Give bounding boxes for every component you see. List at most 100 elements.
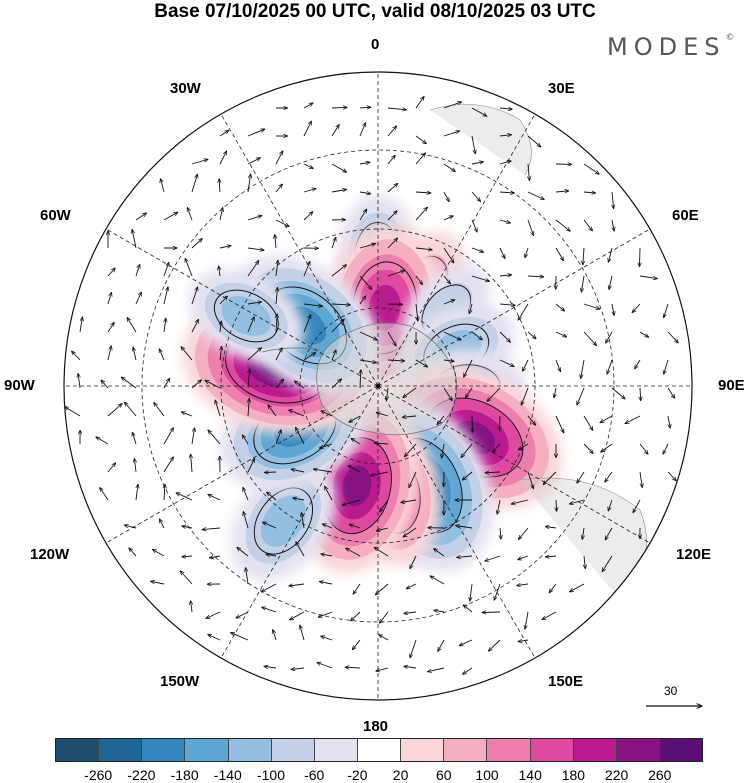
wind-arrow	[387, 331, 396, 346]
wind-arrow	[499, 161, 511, 165]
wind-arrow	[236, 611, 249, 618]
wind-arrow	[263, 522, 277, 529]
wind-arrow	[499, 304, 515, 305]
lon-label-150e: 150E	[548, 673, 584, 690]
wind-arrow	[220, 346, 222, 361]
wind-arrow	[583, 303, 600, 309]
wind-arrow	[527, 276, 544, 277]
wind-arrow	[163, 287, 168, 305]
colorbar-tick-label: -60	[304, 767, 325, 783]
wind-arrow	[163, 212, 178, 221]
wind-arrow	[464, 605, 473, 613]
wind-arrow	[492, 443, 501, 452]
wind-arrow	[268, 405, 277, 417]
wind-arrow	[276, 260, 278, 277]
wind-arrow	[359, 296, 366, 305]
wind-arrow	[527, 191, 544, 200]
wind-arrow	[521, 387, 529, 405]
wind-arrow	[471, 162, 483, 164]
wind-arrow	[517, 584, 529, 586]
wind-arrow	[303, 315, 311, 333]
lon-label-60e: 60E	[672, 207, 699, 224]
wind-arrow	[72, 351, 81, 361]
wind-arrow	[164, 484, 165, 501]
wind-arrow	[518, 640, 529, 642]
wind-arrow	[664, 359, 669, 374]
wind-arrow	[499, 108, 512, 109]
wind-arrow	[293, 498, 305, 500]
wind-arrow	[359, 123, 366, 137]
wind-arrow	[191, 454, 192, 473]
wind-arrow	[462, 471, 473, 480]
wind-arrow	[380, 499, 389, 512]
wind-arrow	[500, 527, 501, 539]
wind-arrow	[443, 360, 454, 361]
wind-arrow	[301, 513, 305, 529]
wind-arrow	[415, 275, 423, 285]
wind-arrow	[163, 428, 173, 445]
wind-arrow	[185, 258, 193, 277]
wind-arrow	[202, 528, 221, 530]
wind-arrow	[545, 527, 557, 529]
wind-arrow	[471, 191, 481, 201]
wind-arrow	[554, 387, 556, 398]
wind-arrow	[359, 107, 371, 108]
wind-arrow	[499, 247, 505, 259]
anomaly-contour	[342, 465, 372, 506]
wind-arrow	[275, 348, 282, 361]
wind-arrow	[555, 303, 565, 311]
wind-arrow	[313, 469, 333, 473]
wind-arrow	[101, 380, 109, 389]
wind-arrow	[403, 527, 417, 537]
wind-arrow	[275, 184, 282, 193]
wind-arrow	[107, 463, 116, 473]
wind-arrow	[416, 303, 418, 321]
wind-arrow	[219, 179, 220, 193]
wind-arrow	[555, 359, 561, 372]
wind-arrow	[220, 321, 221, 333]
colorbar-swatch	[616, 739, 660, 761]
wind-arrow	[247, 158, 260, 165]
wind-arrow	[555, 191, 569, 192]
wind-arrow	[371, 471, 389, 476]
wind-arrow	[164, 318, 166, 333]
meridian-line	[377, 385, 651, 544]
colorbar-tick-label: -220	[127, 767, 156, 783]
wind-arrow	[191, 601, 192, 613]
anomaly-outline	[253, 487, 314, 555]
wind-arrow	[639, 471, 642, 487]
wind-arrow	[132, 230, 137, 249]
wind-arrow	[527, 415, 536, 425]
wind-arrow	[376, 412, 389, 417]
wind-arrow	[265, 472, 277, 473]
wind-arrow	[471, 219, 477, 232]
wind-arrow	[415, 153, 425, 165]
wind-arrow	[208, 635, 221, 641]
wind-arrow	[247, 248, 264, 250]
wind-arrow	[577, 387, 585, 405]
wind-arrow	[415, 248, 432, 250]
wind-arrow	[121, 377, 137, 389]
wind-arrow	[374, 443, 389, 444]
polar-map	[63, 71, 750, 730]
wind-arrow	[187, 208, 193, 221]
wind-arrow	[289, 410, 305, 417]
wind-arrow	[404, 612, 417, 614]
wind-arrow	[428, 667, 445, 672]
wind-arrow	[206, 611, 221, 618]
wind-arrow	[549, 583, 557, 593]
wind-arrow	[443, 275, 450, 284]
wind-arrow	[471, 331, 482, 340]
wind-arrow	[612, 303, 614, 315]
wind-arrow	[482, 612, 501, 613]
pole-marker	[376, 384, 380, 388]
wind-arrow	[527, 219, 534, 235]
wind-arrow	[191, 174, 197, 193]
colorbar-tick-label: 140	[518, 767, 542, 783]
wind-arrow	[219, 151, 227, 165]
wind-arrow	[159, 519, 165, 529]
wind-arrow	[465, 387, 473, 398]
colorbar-swatch	[530, 739, 574, 761]
wind-arrow	[570, 583, 585, 592]
wind-arrow	[387, 211, 397, 221]
